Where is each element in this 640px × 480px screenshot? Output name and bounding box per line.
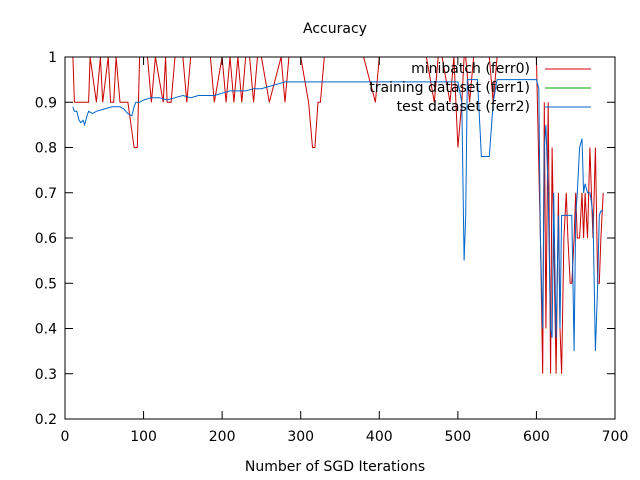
- legend: minibatch (ferr0) training dataset (ferr1…: [369, 61, 591, 115]
- y-tick-label: 0.7: [35, 186, 57, 202]
- x-tick-label: 300: [287, 429, 314, 445]
- y-tick-label: 0.2: [35, 412, 57, 428]
- x-axis-label: Number of SGD Iterations: [245, 459, 425, 475]
- x-tick-label: 100: [130, 429, 157, 445]
- x-tick-label: 500: [444, 429, 471, 445]
- chart-title: Accuracy: [303, 21, 367, 37]
- y-tick-label: 0.4: [35, 322, 57, 338]
- legend-label: training dataset (ferr1): [369, 80, 530, 96]
- y-tick-label: 0.3: [35, 367, 57, 383]
- legend-label: minibatch (ferr0): [411, 61, 530, 77]
- y-tick-label: 0.5: [35, 276, 57, 292]
- x-tick-label: 200: [209, 429, 236, 445]
- x-tick-label: 400: [366, 429, 393, 445]
- y-tick-label: 0.8: [35, 141, 57, 157]
- x-tick-label: 700: [602, 429, 629, 445]
- x-tick-label: 0: [61, 429, 70, 445]
- ticks-layer: 0 100 200 300 400 500 600 700 0.2 0.3 0.4 0.5 0.6 0.7…: [35, 50, 629, 445]
- series-line-2: [72, 79, 604, 352]
- x-tick-label: 600: [523, 429, 550, 445]
- y-tick-label: 0.9: [35, 95, 57, 111]
- y-tick-label: 1: [48, 50, 57, 66]
- y-tick-label: 0.6: [35, 231, 57, 247]
- legend-label: test dataset (ferr2): [397, 99, 530, 115]
